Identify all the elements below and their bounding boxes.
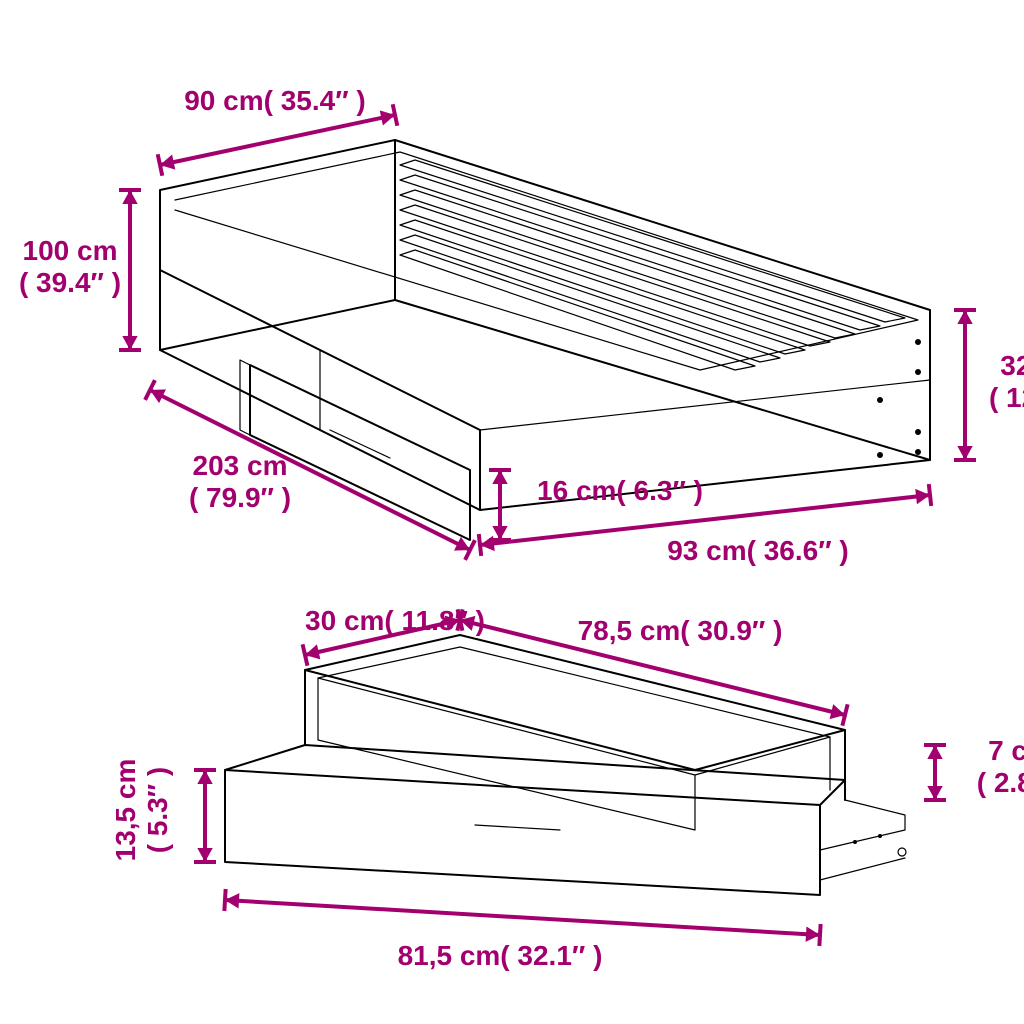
dimension-label: 78,5 cm( 30.9″ ) [578,615,783,646]
dimension-label: 81,5 cm( 32.1″ ) [398,940,603,971]
dimension-label: 13,5 cm( 5.3″ ) [110,759,173,862]
dimension-annotations: 90 cm( 35.4″ ) 100 cm( 39.4″ ) 203 cm( 79.… [19,85,1024,971]
dimension-label: 90 cm( 35.4″ ) [184,85,366,116]
drawer-drawing [225,635,906,895]
dimension-label: 7 cm( 2.8″ ) [977,735,1024,798]
dimension-label: 93 cm( 36.6″ ) [667,535,849,566]
dimension-label: 100 cm( 39.4″ ) [19,235,121,298]
dimension-label: 16 cm( 6.3″ ) [537,475,703,506]
dimension-label: 203 cm( 79.9″ ) [189,450,291,513]
dimension-label: 32 cm( 12.6″ ) [989,350,1024,413]
dimension-diagram: 90 cm( 35.4″ ) 100 cm( 39.4″ ) 203 cm( 79.… [0,0,1024,1024]
